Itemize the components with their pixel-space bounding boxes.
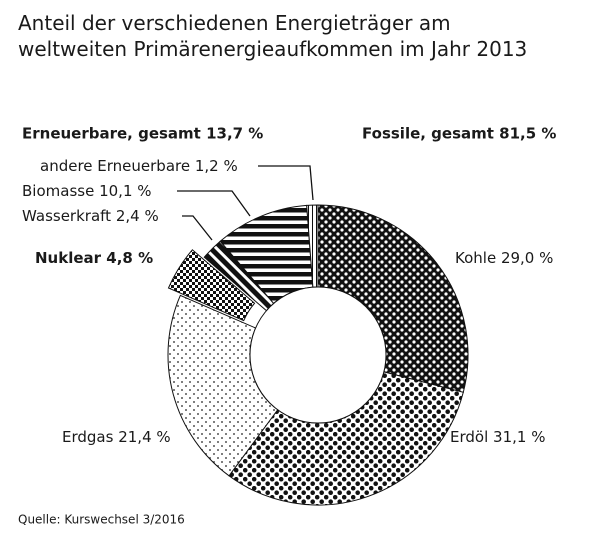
- source: Quelle: Kurswechsel 3/2016: [18, 513, 185, 527]
- chart-title: Anteil der verschiedenen Energieträger a…: [18, 11, 528, 61]
- category-name: Nuklear: [35, 249, 102, 267]
- slice-label: Nuklear 4,8 %: [35, 249, 153, 267]
- value-label: 10,1 %: [99, 182, 151, 200]
- value-label: 1,2 %: [195, 157, 238, 175]
- category-name: Erdöl: [450, 428, 488, 446]
- leader-line: [258, 165, 314, 201]
- leader-line: [177, 190, 251, 217]
- category-name: andere Erneuerbare: [40, 157, 190, 175]
- category-name: Erdgas: [62, 428, 114, 446]
- slice-label: Erdöl 31,1 %: [450, 428, 545, 446]
- slice-label: Biomasse 10,1 %: [22, 182, 152, 200]
- slice-label: Kohle 29,0 %: [455, 249, 553, 267]
- value-label: 21,4 %: [118, 428, 170, 446]
- slice-label: andere Erneuerbare 1,2 %: [40, 157, 238, 175]
- value-label: 2,4 %: [116, 207, 159, 225]
- leader-line: [182, 215, 213, 241]
- group-annotation: Erneuerbare, gesamt 13,7 %: [22, 125, 263, 143]
- category-name: Wasserkraft: [22, 207, 111, 225]
- category-name: Biomasse: [22, 182, 94, 200]
- donut-hole: [249, 286, 387, 424]
- value-label: 31,1 %: [493, 428, 545, 446]
- slice-label: Wasserkraft 2,4 %: [22, 207, 159, 225]
- value-label: 29,0 %: [501, 249, 553, 267]
- value-label: 4,8 %: [106, 249, 153, 267]
- slice-label: Erdgas 21,4 %: [62, 428, 171, 446]
- donut-slice: [167, 249, 256, 322]
- group-annotation: Fossile, gesamt 81,5 %: [362, 125, 556, 143]
- category-name: Kohle: [455, 249, 496, 267]
